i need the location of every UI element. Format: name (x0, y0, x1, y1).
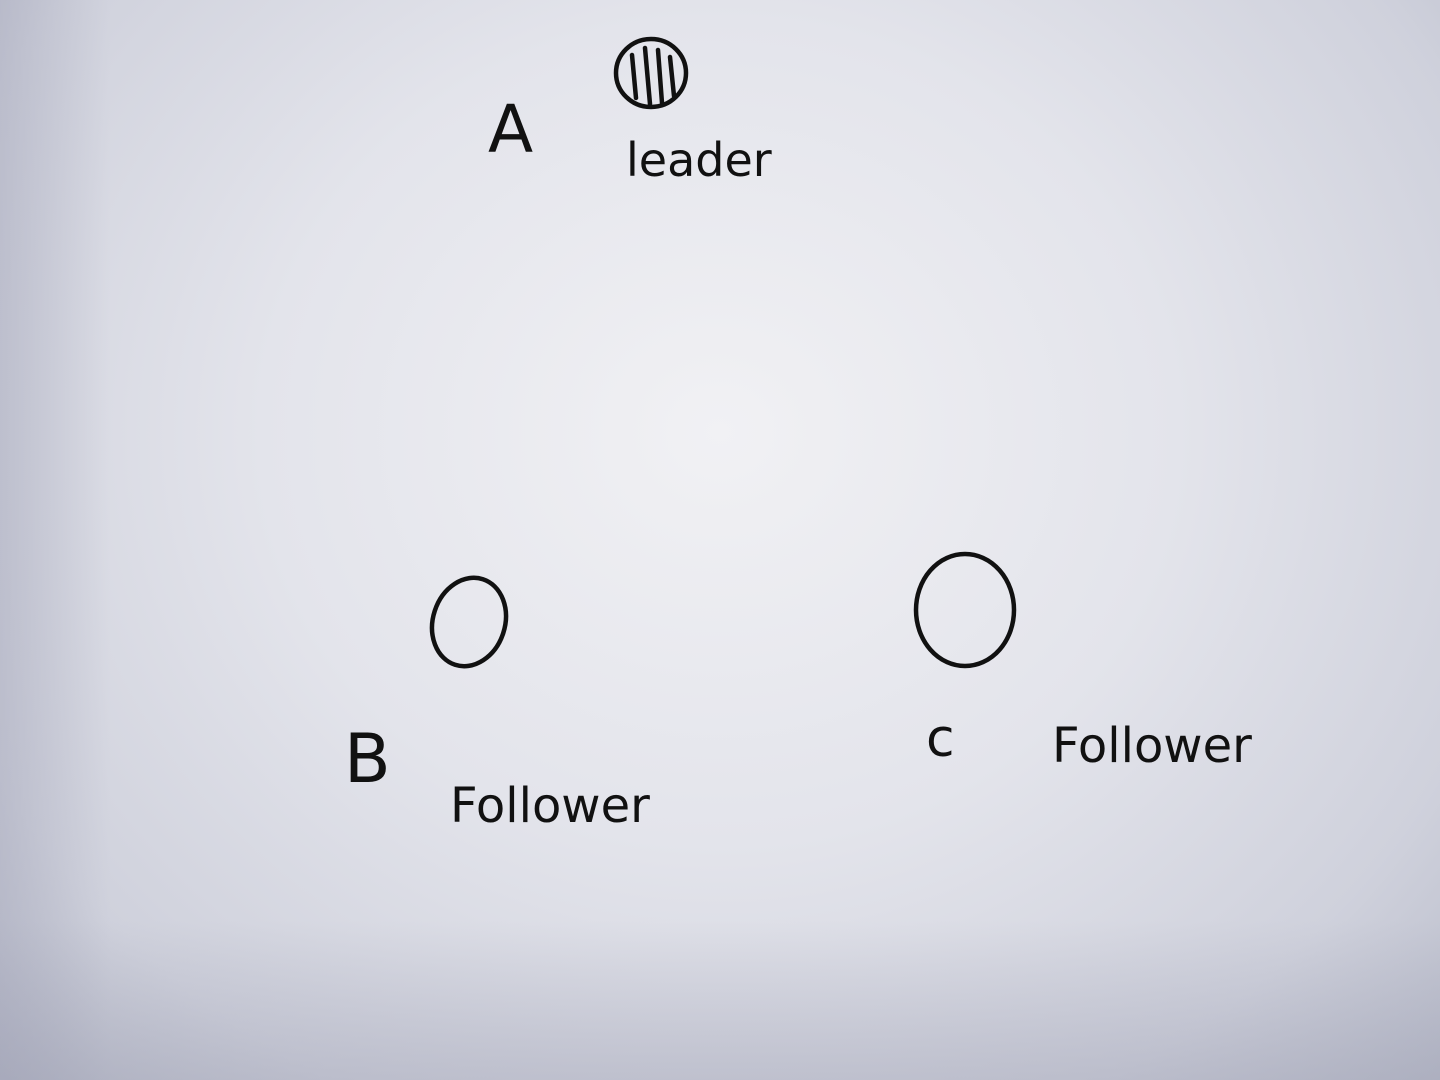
node-c-circle (913, 551, 1017, 669)
node-a: A leader (488, 36, 772, 187)
node-c: c Follower (913, 551, 1252, 774)
node-c-letter: c (926, 709, 955, 769)
node-a-hatching (629, 45, 677, 107)
node-c-role-label: Follower (1052, 718, 1252, 774)
node-b-letter: B (344, 720, 391, 799)
node-a-letter: A (488, 91, 533, 168)
paper-bottom-shadow (0, 920, 1440, 1080)
node-a-role-label: leader (626, 133, 772, 187)
paper-edge-shadow (0, 0, 110, 1080)
node-b-circle (429, 575, 509, 669)
node-b: B Follower (344, 575, 650, 834)
node-a-circle (613, 36, 689, 110)
node-b-role-label: Follower (450, 778, 650, 834)
